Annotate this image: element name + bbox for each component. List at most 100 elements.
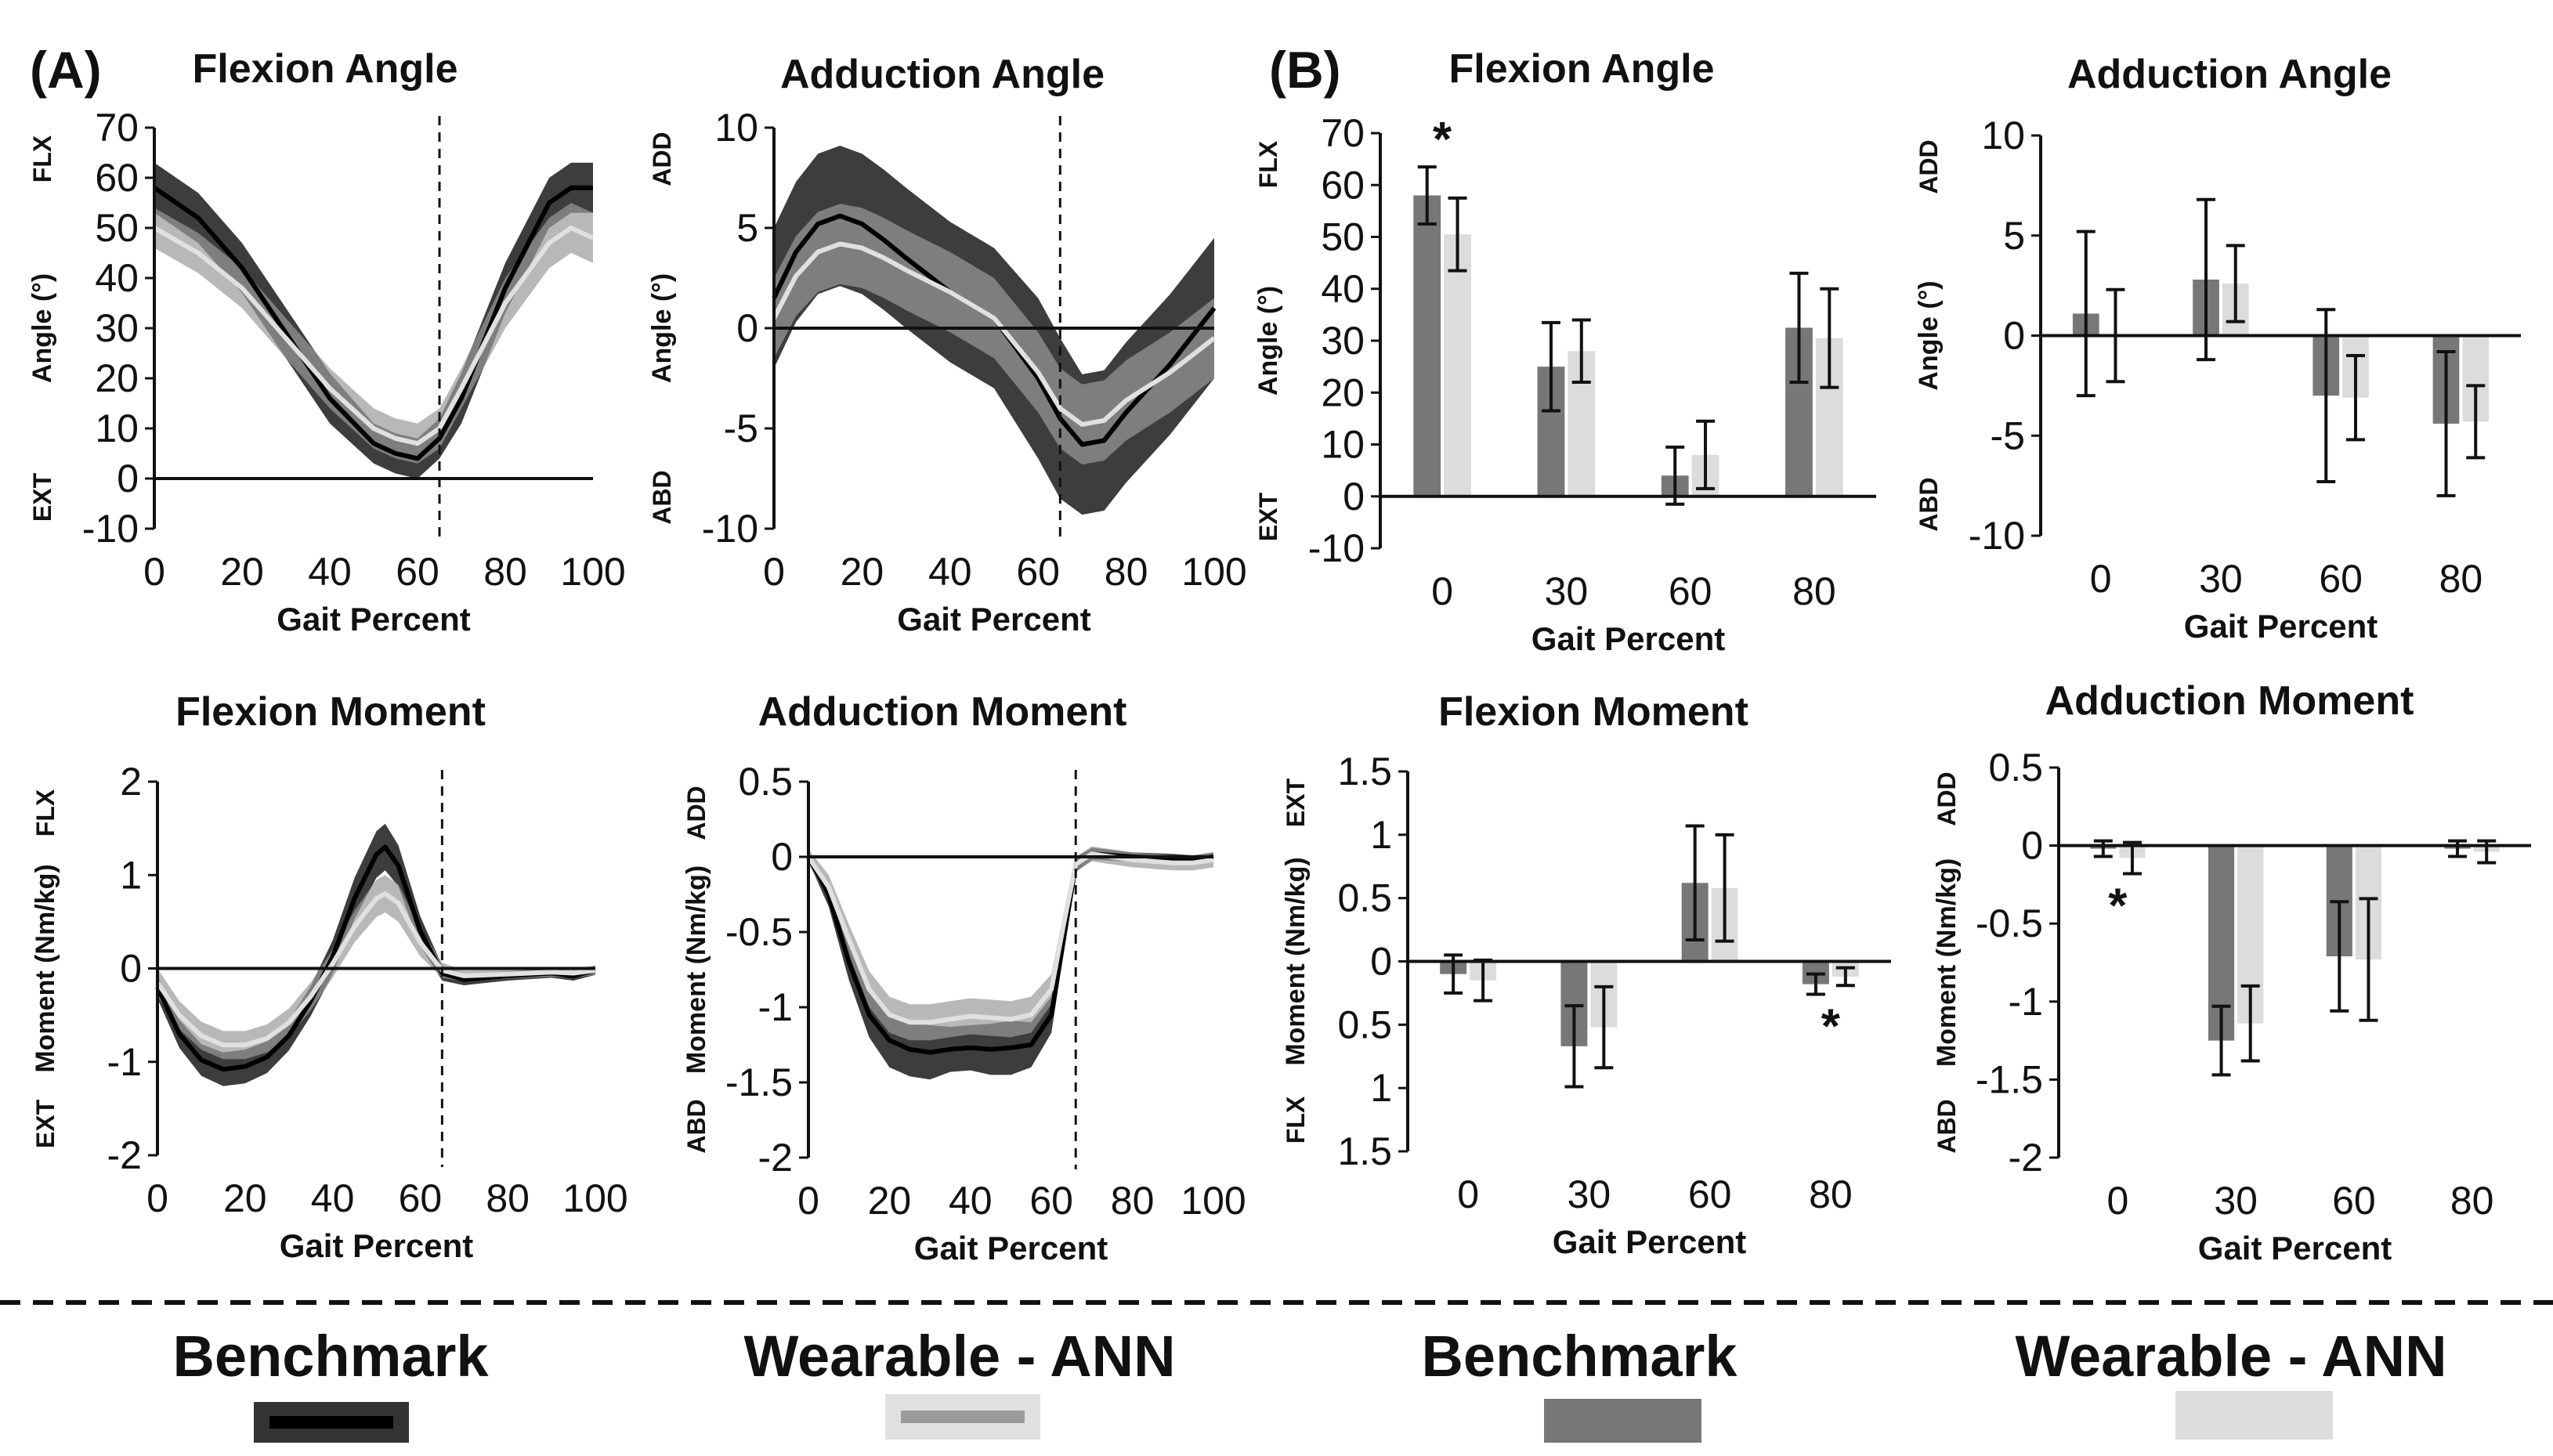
b4-xlabel: Gait Percent [2198,1230,2392,1266]
a2-xtick-label: 20 [841,550,884,594]
legend-ann-bar-swatch [2175,1391,2333,1440]
b2-xtick-label: 30 [2199,557,2243,601]
a1-ylabel: Angle (°) [27,273,57,383]
b1-xtick-label: 0 [1431,569,1453,613]
a4-ytick-label: -2 [758,1136,793,1180]
b3-ylabel: Moment (Nm/kg) [1281,857,1311,1065]
a3-dir-bottom-label: EXT [31,1099,60,1148]
a2-ytick-label: -10 [702,507,758,551]
b1-dir-bottom-label: EXT [1254,492,1282,541]
a1-ytick-label: 10 [95,406,139,450]
b3-significance-marker: * [1821,1000,1841,1054]
a1-ytick-label: 70 [95,106,139,150]
b1-ytick-label: 40 [1321,267,1365,311]
legend-benchmark-bars-label: Benchmark [1421,1324,1738,1389]
b2-ytick-label: 0 [2003,314,2025,358]
a4-ytick-label: 0 [771,835,793,879]
b4-xtick-label: 60 [2332,1179,2376,1223]
a4-dir-top-label: ADD [682,786,711,840]
b2-ytick-label: -5 [1991,414,2025,457]
a3-ylabel: Moment (Nm/kg) [31,864,60,1072]
b4-ytick-label: 0.5 [1988,746,2043,789]
a4-ytick-label: 0.5 [738,760,793,804]
a2-xtick-label: 40 [928,550,972,594]
legend-ann-bars-label: Wearable - ANN [2015,1324,2446,1389]
a1-xtick-label: 60 [396,550,439,594]
b1-bar-0-0 [1413,195,1441,497]
b3-ytick-label: 0 [1370,940,1392,984]
a2-xlabel: Gait Percent [897,601,1090,638]
a2-ytick-label: -5 [724,406,758,450]
b2-dir-bottom-label: ABD [1915,477,1943,531]
a4-xtick-label: 40 [949,1179,993,1223]
a3-ytick-label: 2 [120,760,142,804]
a1-ytick-label: 20 [95,356,139,400]
b4-ytick-label: -1 [2009,980,2043,1024]
a1-ytick-label: -10 [82,507,139,551]
a4-xtick-label: 60 [1029,1179,1073,1223]
a1-dir-bottom-label: EXT [28,472,56,522]
a2-dir-top-label: ADD [648,132,676,186]
b1-significance-marker: * [1433,113,1452,167]
b2-ytick-label: -10 [1969,514,2025,558]
b3-ytick-label: 1.5 [1337,1129,1392,1173]
b2-xlabel: Gait Percent [2184,608,2378,645]
a3-xtick-label: 20 [223,1176,267,1220]
b4-ytick-label: -1.5 [1976,1057,2043,1101]
a2-xtick-label: 100 [1181,550,1246,594]
b2-dir-top-label: ADD [1915,139,1943,193]
a2-band-1 [774,204,1214,465]
a4-dir-bottom-label: ABD [682,1099,711,1153]
a1-title: Flexion Angle [193,46,458,92]
b1-ytick-label: 10 [1321,423,1365,467]
b1-ytick-label: 20 [1321,370,1365,414]
b1-ytick-label: 70 [1321,111,1365,155]
chart-b4: * -2 -1.5 -1 -0.5 0 0.5 0 30 60 80 Gait Percent Mome… [1932,678,2531,1266]
b3-xtick-label: 0 [1457,1172,1479,1216]
a4-xtick-label: 80 [1111,1179,1155,1223]
a4-series-line-1 [806,851,1214,1025]
a1-xtick-label: 20 [220,550,264,594]
a3-title: Flexion Moment [175,689,486,735]
a1-xtick-label: 100 [560,550,625,594]
b2-xtick-label: 80 [2439,557,2483,601]
b1-xtick-label: 80 [1792,569,1836,613]
a3-xtick-label: 0 [146,1176,168,1220]
b1-xlabel: Gait Percent [1531,620,1725,657]
a1-xtick-label: 40 [308,550,352,594]
b1-title: Flexion Angle [1449,46,1715,92]
legend-ann-lines-label: Wearable - ANN [743,1324,1175,1389]
b4-xtick-label: 80 [2450,1179,2494,1223]
a4-xtick-label: 100 [1181,1179,1246,1223]
a4-band-1 [808,846,1213,1041]
a2-ytick-label: 5 [736,206,758,250]
panel-a-label: (A) [30,41,102,99]
a1-ytick-label: 30 [95,306,139,350]
b2-xtick-label: 60 [2319,557,2363,601]
a3-ytick-label: 0 [120,947,142,991]
a2-xtick-label: 0 [763,550,785,594]
b3-dir-bottom-label: FLX [1282,1096,1310,1143]
a1-xlabel: Gait Percent [277,601,470,638]
a3-dir-top-label: FLX [31,789,60,836]
a4-xlabel: Gait Percent [914,1230,1108,1266]
a1-band-0 [154,162,593,479]
a4-ytick-label: -1 [758,985,793,1029]
b4-ytick-label: -0.5 [1976,901,2043,945]
chart-a4: -2 -1.5 -1 -0.5 0 0.5 0 20 40 60 80 100 Gait Percent… [682,689,1246,1266]
b3-dir-top-label: EXT [1282,778,1310,827]
b3-ytick-label: 0.5 [1337,876,1392,920]
b3-xtick-label: 80 [1809,1172,1853,1216]
a3-xtick-label: 60 [399,1176,443,1220]
a1-ytick-label: 0 [117,457,139,500]
a4-xtick-label: 0 [797,1179,819,1223]
b3-ytick-label: 1 [1370,813,1392,857]
b3-ytick-label: 0.5 [1337,1003,1392,1046]
b4-significance-marker: * [2108,879,2128,933]
a3-xlabel: Gait Percent [280,1227,473,1264]
chart-b1: * -10 0 10 20 30 40 50 60 70 0 30 60 80 Gait Percent An… [1253,46,1876,657]
a2-xtick-label: 60 [1016,550,1060,594]
